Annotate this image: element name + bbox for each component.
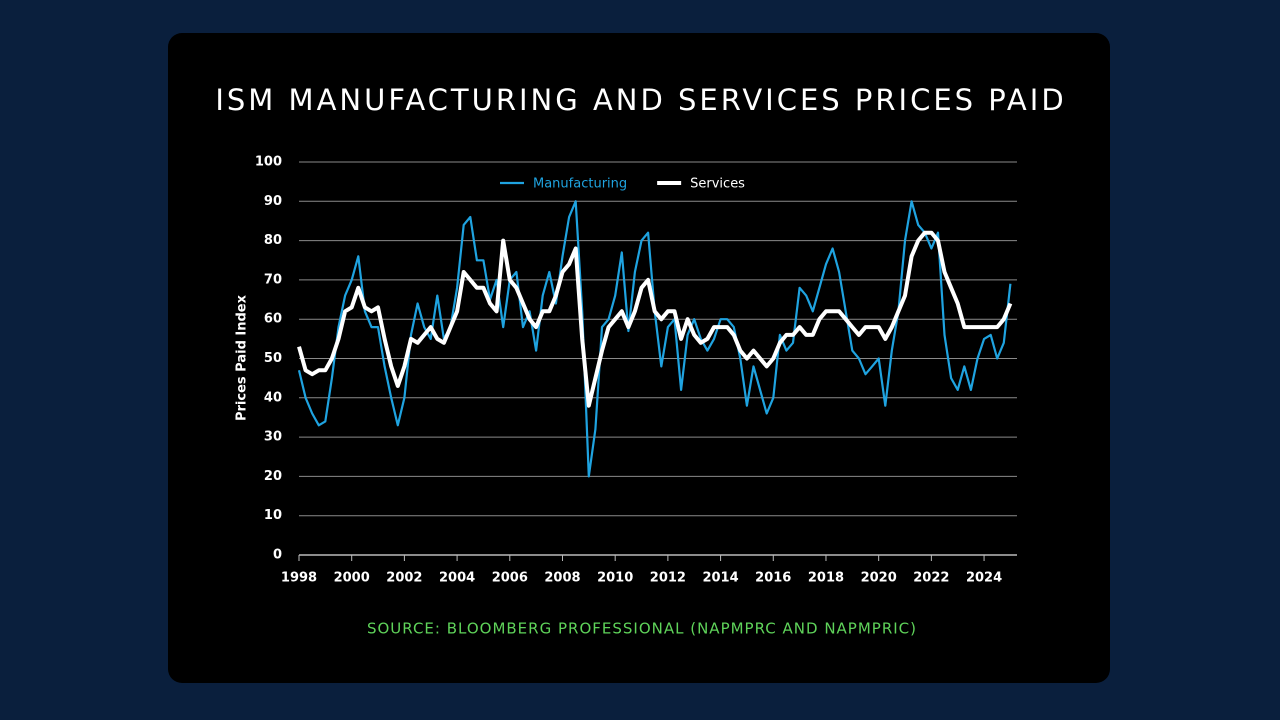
chart-title: ISM MANUFACTURING AND SERVICES PRICES PA… (215, 83, 1066, 117)
y-tick-label: 0 (273, 548, 282, 563)
x-tick-label: 2018 (808, 571, 844, 586)
x-tick-label: 2006 (492, 571, 528, 586)
x-tick-label: 1998 (281, 571, 317, 586)
x-tick-label: 2004 (439, 571, 475, 586)
x-tick-label: 2000 (334, 571, 370, 586)
x-tick-label: 2010 (597, 571, 633, 586)
y-tick-label: 30 (264, 430, 282, 445)
series-line (297, 230, 1013, 408)
y-tick-label: 70 (264, 272, 282, 287)
y-axis-label: Prices Paid Index (235, 294, 250, 421)
y-tick-label: 60 (264, 312, 282, 327)
x-tick-label: 2002 (386, 571, 422, 586)
y-tick-label: 10 (264, 508, 282, 523)
x-tick-label: 2016 (755, 571, 791, 586)
legend-label: Services (690, 177, 745, 192)
x-tick-label: 2014 (702, 571, 738, 586)
legend-label: Manufacturing (533, 177, 627, 192)
y-tick-label: 40 (264, 390, 282, 405)
y-tick-label: 20 (264, 469, 282, 484)
series-line (297, 200, 1012, 478)
y-tick-label: 80 (264, 233, 282, 248)
x-tick-label: 2022 (913, 571, 949, 586)
x-tick-label: 2012 (650, 571, 686, 586)
y-tick-label: 100 (255, 155, 282, 170)
source: SOURCE: BLOOMBERG PROFESSIONAL (NAPMPRC … (367, 620, 917, 638)
y-tick-label: 90 (264, 194, 282, 209)
y-tick-label: 50 (264, 351, 282, 366)
x-tick-label: 2020 (861, 571, 897, 586)
x-tick-label: 2008 (544, 571, 580, 586)
x-tick-label: 2024 (966, 571, 1002, 586)
